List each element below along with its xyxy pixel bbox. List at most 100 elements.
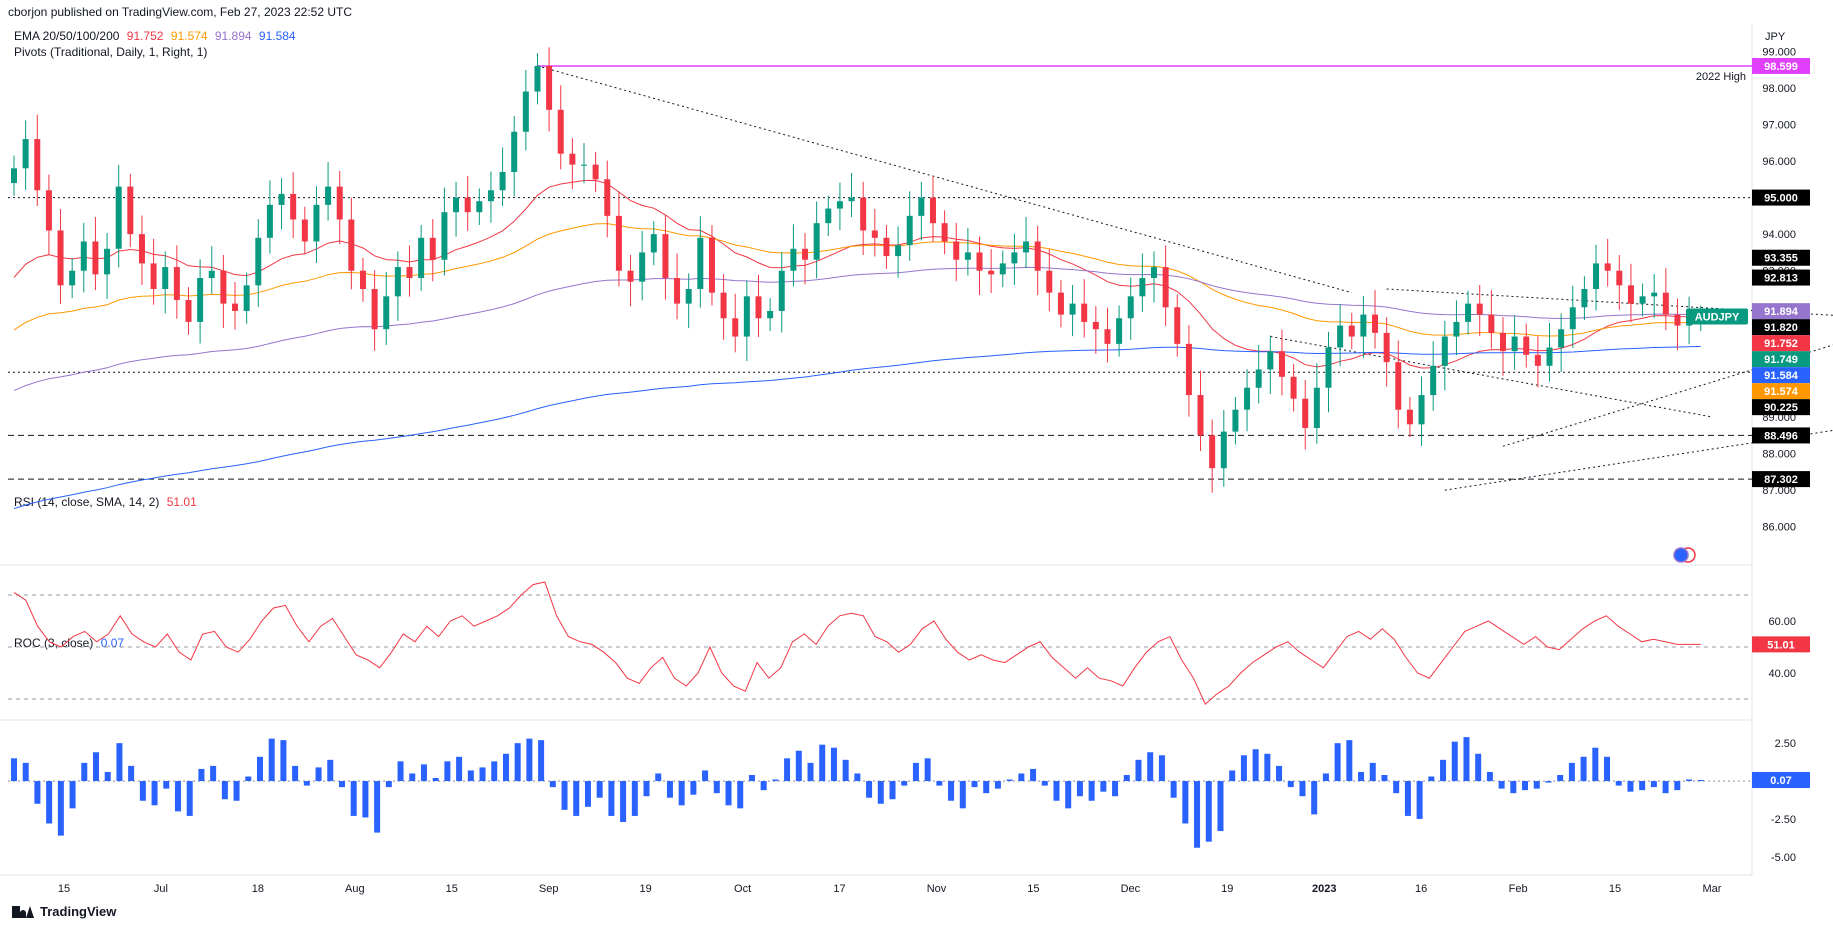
candle-body-84 — [988, 270, 995, 275]
roc-bar-67 — [795, 750, 802, 782]
publisher-caption: cborjon published on TradingView.com, Fe… — [8, 5, 352, 19]
roc-bar-22 — [268, 738, 275, 782]
roc-bar-51 — [608, 781, 615, 816]
roc-bar-58 — [690, 781, 697, 795]
price-label-text: 91.574 — [1764, 386, 1799, 398]
price-tick-97.000: 97.000 — [1762, 119, 1796, 131]
roc-bar-123 — [1451, 741, 1458, 782]
roc-bar-109 — [1287, 781, 1294, 788]
candle-body-115 — [1348, 325, 1355, 337]
roc-bar-34 — [409, 773, 416, 782]
roc-bar-52 — [620, 781, 627, 822]
roc-bar-43 — [514, 743, 521, 782]
candle-body-126 — [1476, 303, 1483, 315]
ema-legend-label: EMA 20/50/100/200 — [14, 29, 120, 43]
candle-body-73 — [860, 197, 867, 231]
roc-bar-39 — [467, 770, 474, 782]
candle-body-67 — [790, 248, 797, 271]
candle-body-30 — [359, 270, 366, 289]
candle-body-57 — [674, 278, 681, 304]
roc-bar-0 — [11, 758, 17, 782]
roc-bar-60 — [713, 781, 720, 794]
candle-body-132 — [1546, 347, 1553, 366]
candle-body-72 — [848, 197, 855, 202]
roc-bar-97 — [1147, 752, 1154, 782]
time-tick-6: 19 — [640, 883, 652, 895]
roc-bar-9 — [116, 743, 123, 782]
candle-body-24 — [290, 193, 297, 220]
price-label-bg — [1752, 351, 1810, 368]
candle-body-7 — [92, 241, 99, 275]
ema50-value: 91.574 — [170, 29, 208, 43]
roc-bar-69 — [819, 744, 826, 782]
roc-bar-41 — [491, 761, 498, 782]
price-label-91.820: 91.820 — [1752, 319, 1810, 336]
candle-body-141 — [1651, 292, 1658, 297]
candle-body-101 — [1185, 343, 1192, 396]
candle-body-45 — [534, 65, 541, 92]
roc-bar-101 — [1194, 781, 1201, 848]
time-tick-10: 15 — [1027, 883, 1039, 895]
time-tick-13: 2023 — [1312, 883, 1336, 895]
candle-body-110 — [1290, 376, 1297, 399]
event-icon-2 — [1673, 547, 1689, 563]
time-tick-15: Feb — [1509, 883, 1528, 895]
price-tick-87.000: 87.000 — [1762, 485, 1796, 497]
candle-body-77 — [906, 215, 913, 246]
roc-bar-17 — [210, 765, 217, 782]
roc-bar-19 — [233, 781, 240, 801]
price-label-text: 91.749 — [1764, 354, 1798, 366]
rsi-tick-60.00: 60.00 — [1768, 616, 1796, 628]
roc-bar-74 — [877, 781, 884, 804]
roc-bar-122 — [1440, 759, 1447, 782]
roc-bar-128 — [1510, 781, 1517, 794]
price-label-text: 95.000 — [1764, 193, 1798, 205]
price-label-bg — [1752, 471, 1810, 488]
candle-body-103 — [1209, 435, 1216, 469]
roc-bar-18 — [221, 781, 228, 800]
candle-body-116 — [1360, 314, 1367, 337]
time-tick-11: Dec — [1121, 883, 1141, 895]
price-label-88.496: 88.496 — [1752, 427, 1810, 444]
candle-body-71 — [836, 201, 843, 209]
candle-body-0 — [11, 168, 17, 183]
candle-body-4 — [57, 230, 64, 286]
candle-body-33 — [394, 267, 401, 297]
candle-body-129 — [1511, 336, 1518, 352]
price-label-text: 91.820 — [1764, 322, 1798, 334]
roc-bar-138 — [1627, 781, 1634, 792]
roc-bar-38 — [456, 756, 463, 782]
time-tick-0: 15 — [58, 883, 70, 895]
candle-body-70 — [825, 208, 832, 224]
candle-body-117 — [1372, 314, 1379, 333]
roc-bar-83 — [983, 781, 990, 794]
candle-body-69 — [813, 223, 820, 260]
roc-bar-27 — [327, 759, 334, 782]
candle-body-119 — [1395, 362, 1402, 410]
candle-body-44 — [522, 91, 529, 132]
tradingview-footer[interactable]: TradingView — [12, 904, 116, 919]
candle-body-90 — [1057, 292, 1064, 315]
roc-bar-121 — [1428, 776, 1435, 782]
price-tick-88.000: 88.000 — [1762, 449, 1796, 461]
candle-body-54 — [639, 252, 646, 282]
candle-body-1 — [22, 139, 29, 169]
candle-body-143 — [1674, 314, 1681, 326]
roc-bar-110 — [1299, 781, 1306, 797]
symbol-tag-text: AUDJPY — [1695, 311, 1740, 323]
candle-body-49 — [581, 164, 587, 166]
candle-body-52 — [615, 215, 622, 271]
roc-bar-86 — [1018, 773, 1025, 782]
candle-body-43 — [511, 131, 518, 172]
roc-bar-32 — [385, 781, 392, 788]
ema100-line — [13, 266, 1701, 392]
footer-brand: TradingView — [40, 904, 117, 919]
candle-body-55 — [650, 234, 657, 253]
price-label-90.225: 90.225 — [1752, 399, 1810, 416]
ema50-line — [13, 223, 1701, 337]
candle-body-111 — [1302, 398, 1309, 428]
candle-body-114 — [1337, 325, 1344, 348]
candle-body-12 — [150, 263, 157, 289]
symbol-tag-bg — [1686, 308, 1748, 325]
